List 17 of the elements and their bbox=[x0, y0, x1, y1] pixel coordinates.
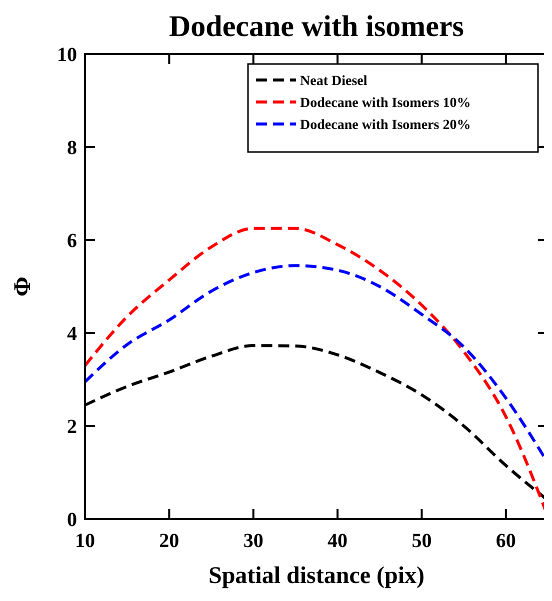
y-tick-label: 10 bbox=[57, 44, 77, 66]
legend-label: Dodecane with Isomers 20% bbox=[300, 118, 471, 133]
x-tick-label: 50 bbox=[412, 530, 432, 552]
x-axis-title: Spatial distance (pix) bbox=[208, 563, 425, 589]
y-tick-label: 8 bbox=[67, 137, 77, 159]
legend-label: Neat Diesel bbox=[300, 74, 368, 89]
x-tick-label: 60 bbox=[496, 530, 516, 552]
legend-label: Dodecane with Isomers 10% bbox=[300, 96, 471, 111]
y-tick-label: 2 bbox=[67, 416, 77, 438]
x-tick-label: 40 bbox=[328, 530, 348, 552]
chart-title: Dodecane with isomers bbox=[169, 10, 464, 43]
x-tick-label: 20 bbox=[159, 530, 180, 552]
y-tick-label: 4 bbox=[67, 323, 77, 345]
y-tick-label: 6 bbox=[67, 230, 77, 252]
x-tick-label: 30 bbox=[243, 530, 264, 552]
y-tick-label: 0 bbox=[67, 509, 77, 531]
y-axis-title: Φ bbox=[10, 276, 36, 296]
